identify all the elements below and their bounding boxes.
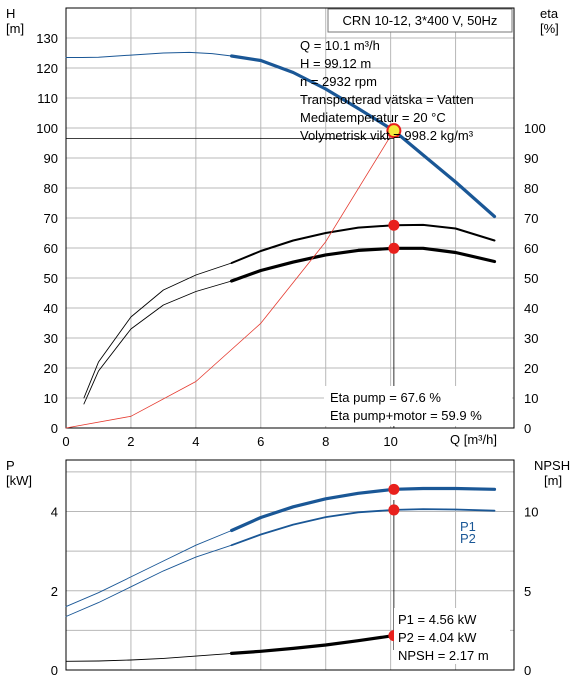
eta-total-extended-line [83, 280, 233, 405]
y-left-tick-label: 0 [51, 421, 58, 436]
chart-title-box [327, 8, 513, 33]
y-right-tick-label: 0 [524, 421, 531, 436]
top-left-axis-unit: [m] [6, 21, 24, 36]
y-right-tick-label: 60 [524, 241, 538, 256]
p2-line [230, 508, 496, 547]
y-right-tick-label: 40 [524, 301, 538, 316]
x-tick-label: 8 [322, 434, 329, 449]
operating-point [388, 504, 400, 516]
top-grid [66, 8, 514, 428]
p1-extended-line [65, 530, 233, 608]
top-left-axis-label: H [6, 6, 15, 21]
chart-title: CRN 10-12, 3*400 V, 50Hz [343, 13, 498, 28]
top-right-axis-unit: [%] [540, 21, 559, 36]
npsh-line [230, 633, 396, 656]
y-left-tick-label: 0 [51, 663, 58, 678]
x-tick-label: 6 [257, 434, 264, 449]
y-left-tick-label: 70 [44, 211, 58, 226]
info-density: Volymetrisk vikt = 998.2 kg/m³ [300, 128, 474, 143]
info-temperature: Mediatemperatur = 20 °C [300, 110, 446, 125]
head-line [230, 54, 497, 219]
top-points [66, 123, 402, 428]
y-right-tick-label: 10 [524, 391, 538, 406]
y-left-tick-label: 40 [44, 301, 58, 316]
info-speed: n = 2932 rpm [300, 74, 377, 89]
head-efficiency-panel: 0246810120102030405060708090100110120130… [6, 6, 559, 449]
y-left-tick-label: 20 [44, 361, 58, 376]
top-series [65, 51, 497, 429]
bottom-plot-frame [65, 459, 515, 671]
bottom-left-axis-label: P [6, 458, 15, 473]
p1-line [230, 486, 497, 533]
top-right-axis-label: eta [540, 6, 559, 21]
p1-series-label: P1 [460, 519, 476, 534]
bottom-right-axis-unit: [m] [544, 473, 562, 488]
npsh-value-label: NPSH = 2.17 m [398, 648, 489, 663]
y-right-tick-label: 50 [524, 271, 538, 286]
efficiency-point [388, 219, 400, 231]
x-tick-label: 0 [62, 434, 69, 449]
y-left-tick-label: 10 [44, 391, 58, 406]
y-left-tick-label: 90 [44, 151, 58, 166]
y-right-tick-label: 30 [524, 331, 538, 346]
eta-pump-extended-line [83, 262, 233, 399]
bottom-ticks: 0 2 4 0 5 10 [51, 505, 539, 678]
y-left-tick-label: 4 [51, 505, 58, 520]
y-left-tick-label: 30 [44, 331, 58, 346]
y-right-tick-label: 70 [524, 211, 538, 226]
x-tick-label: 2 [127, 434, 134, 449]
y-left-tick-label: 60 [44, 241, 58, 256]
duty-info-block: Q = 10.1 m³/h H = 99.12 m n = 2932 rpm T… [300, 38, 474, 143]
top-plot-frame [65, 7, 515, 429]
y-right-tick-label: 10 [524, 505, 538, 520]
y-right-tick-label: 100 [524, 121, 546, 136]
y-left-tick-label: 50 [44, 271, 58, 286]
eta-info-backdrop [324, 386, 512, 426]
bottom-points [388, 483, 400, 650]
x-axis-label-backdrop [445, 431, 505, 446]
info-flow: Q = 10.1 m³/h [300, 38, 380, 53]
y-left-tick-label: 100 [36, 121, 58, 136]
npsh-extended-line [65, 652, 233, 662]
info-head: H = 99.12 m [300, 56, 371, 71]
p2-series-label: P2 [460, 531, 476, 546]
p1-value-label: P1 = 4.56 kW [398, 612, 477, 627]
eta-pump-label: Eta pump = 67.6 % [330, 390, 441, 405]
y-right-tick-label: 5 [524, 584, 531, 599]
y-right-tick-label: 20 [524, 361, 538, 376]
efficiency-point [388, 242, 400, 254]
eta-total-label: Eta pump+motor = 59.9 % [330, 408, 482, 423]
operating-point [388, 483, 400, 495]
head-extended-line [65, 51, 233, 58]
eta-pump-line [230, 223, 496, 264]
x-axis-label: Q [m³/h] [450, 432, 497, 447]
duty-point [386, 123, 402, 139]
bottom-left-axis-unit: [kW] [6, 473, 32, 488]
eta-total-line [230, 246, 497, 283]
bottom-right-axis-label: NPSH [534, 458, 570, 473]
y-left-tick-label: 80 [44, 181, 58, 196]
x-tick-label: 4 [192, 434, 199, 449]
p2-extended-line [65, 544, 233, 617]
bottom-series [65, 486, 497, 662]
y-right-tick-label: 0 [524, 663, 531, 678]
power-npsh-panel: 0 2 4 0 5 10 P [kW] NPSH [m] P1 P2 P1 = 4.56 … [6, 458, 570, 678]
y-left-tick-label: 120 [36, 61, 58, 76]
y-left-tick-label: 2 [51, 584, 58, 599]
system-curve-line [65, 130, 395, 429]
y-right-tick-label: 80 [524, 181, 538, 196]
x-tick-label: 10 [383, 434, 397, 449]
y-left-tick-label: 130 [36, 31, 58, 46]
y-right-tick-label: 90 [524, 151, 538, 166]
y-left-tick-label: 110 [37, 91, 58, 106]
info-liquid: Transporterad vätska = Vatten [300, 92, 474, 107]
p2-value-label: P2 = 4.04 kW [398, 630, 477, 645]
power-info-backdrop [394, 608, 510, 664]
